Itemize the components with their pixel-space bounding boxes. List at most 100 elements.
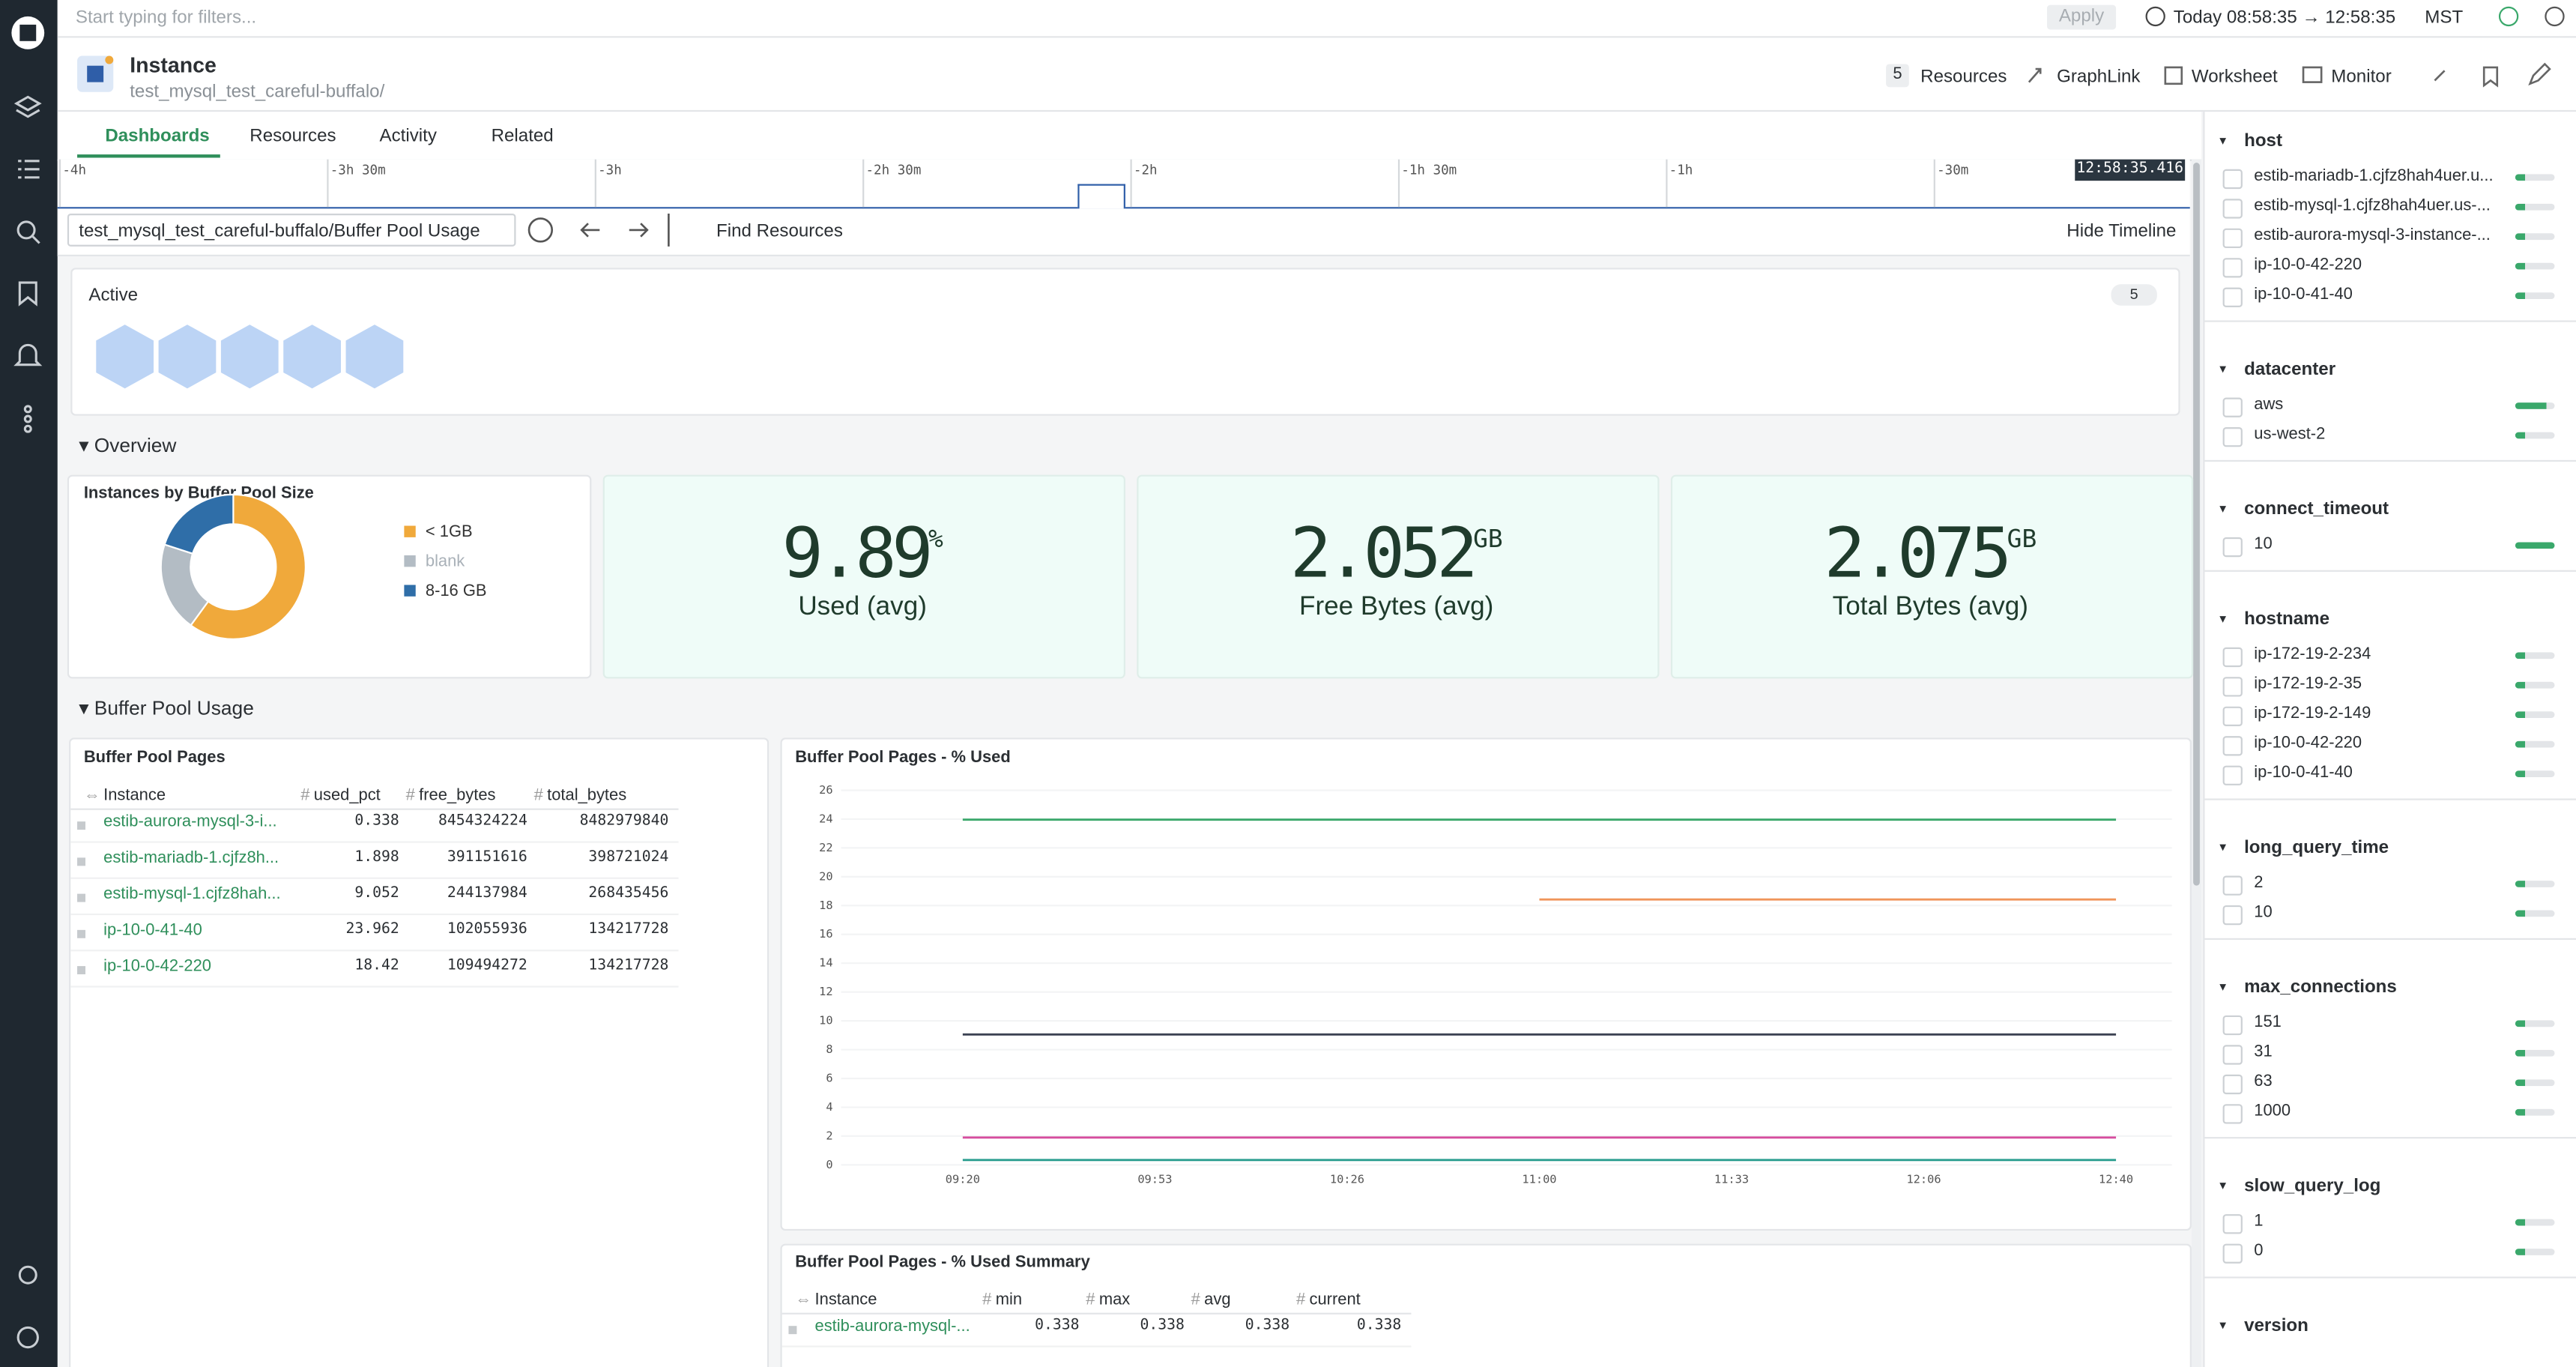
tab[interactable]: Activity (379, 126, 437, 147)
facet-value[interactable]: aws (2254, 396, 2284, 414)
facet-value[interactable]: 151 (2254, 1013, 2282, 1032)
instance-link[interactable]: ip-10-0-42-220 (103, 958, 211, 977)
facet-checkbox[interactable] (2222, 537, 2243, 558)
facet-checkbox[interactable] (2222, 1214, 2243, 1234)
tab[interactable]: Resources (250, 126, 336, 147)
facet-checkbox[interactable] (2222, 736, 2243, 756)
facet-checkbox[interactable] (2222, 1015, 2243, 1036)
instance-link[interactable]: estib-mariadb-1.cjfz8h... (103, 849, 279, 868)
facet-value[interactable]: ip-172-19-2-35 (2254, 675, 2362, 694)
facet-value[interactable]: ip-10-0-41-40 (2254, 286, 2353, 304)
facet-checkbox[interactable] (2222, 706, 2243, 726)
facet-checkbox[interactable] (2222, 647, 2243, 668)
facet-checkbox[interactable] (2222, 677, 2243, 697)
facet-value[interactable]: ip-10-0-42-220 (2254, 734, 2362, 753)
facet-checkbox[interactable] (2222, 228, 2243, 249)
facet-value[interactable]: 0 (2254, 1242, 2264, 1261)
section-overview[interactable]: ▾ Overview (79, 433, 177, 457)
header-title[interactable]: Instance (130, 52, 217, 78)
hexagon[interactable] (157, 322, 218, 390)
facet-checkbox[interactable] (2222, 905, 2243, 926)
facet-checkbox[interactable] (2222, 397, 2243, 417)
hexagon[interactable] (94, 322, 156, 390)
facet-checkbox[interactable] (2222, 1045, 2243, 1065)
facet-value[interactable]: estib-mysql-1.cjfz8hah4uer.us-... (2254, 197, 2491, 216)
facet-value[interactable]: ip-172-19-2-234 (2254, 645, 2371, 664)
facet-title[interactable]: connect_timeout (2244, 499, 2389, 519)
facet-checkbox[interactable] (2222, 765, 2243, 785)
settings-icon[interactable] (18, 1265, 37, 1285)
section-buffer-pool[interactable]: ▾ Buffer Pool Usage (79, 696, 254, 720)
bell-icon[interactable] (13, 343, 43, 366)
facet-checkbox[interactable] (2222, 287, 2243, 307)
facet-title[interactable]: host (2244, 131, 2283, 151)
search-icon[interactable] (16, 220, 36, 240)
timeline-selection[interactable] (1077, 184, 1125, 209)
instance-link[interactable]: ip-10-0-41-40 (103, 921, 202, 940)
back-button[interactable] (580, 223, 600, 238)
hexagon[interactable] (219, 322, 280, 390)
edit-button[interactable] (2528, 62, 2551, 86)
tab[interactable]: Dashboards (105, 126, 210, 147)
time-range[interactable]: Today 08:58:35 → 12:58:35 (2173, 7, 2396, 28)
facet-value[interactable]: us-west-2 (2254, 425, 2326, 444)
facet-value[interactable]: ip-172-19-2-149 (2254, 704, 2371, 723)
refresh-icon[interactable] (2545, 6, 2565, 27)
forward-button[interactable] (629, 223, 649, 238)
instance-link[interactable]: estib-aurora-mysql-3-i... (103, 813, 277, 832)
facet-checkbox[interactable] (2222, 199, 2243, 219)
tab[interactable]: Related (491, 126, 554, 147)
facet-checkbox[interactable] (2222, 169, 2243, 190)
more-button[interactable] (527, 217, 554, 243)
hexagon[interactable] (282, 322, 343, 390)
facet-value[interactable]: 10 (2254, 535, 2273, 554)
hide-timeline[interactable]: Hide Timeline (2066, 221, 2177, 242)
instance-link[interactable]: estib-mysql-1.cjfz8hah... (103, 885, 281, 904)
facet-value[interactable]: 10 (2254, 903, 2273, 922)
graphlink-icon[interactable] (2028, 67, 2042, 83)
active-filter[interactable]: Active (88, 286, 139, 306)
facet-value[interactable]: 2 (2254, 874, 2264, 893)
filter-input[interactable]: Start typing for filters... (75, 7, 257, 28)
monitor-action[interactable]: Monitor (2331, 67, 2392, 88)
facet-value[interactable]: 1 (2254, 1212, 2264, 1231)
bookmark-button[interactable] (2482, 66, 2499, 88)
facet-value[interactable]: estib-mariadb-1.cjfz8hah4uer.u... (2254, 167, 2494, 186)
facet-checkbox[interactable] (2222, 1243, 2243, 1264)
worksheet-icon[interactable] (2164, 66, 2183, 85)
facet-value[interactable]: 63 (2254, 1072, 2273, 1091)
find-resources[interactable]: Find Resources (716, 221, 843, 242)
facet-title[interactable]: long_query_time (2244, 838, 2389, 858)
facet-checkbox[interactable] (2222, 875, 2243, 896)
dashboard-select[interactable]: test_mysql_test_careful-buffalo/Buffer P… (67, 213, 516, 247)
facet-checkbox[interactable] (2222, 1104, 2243, 1124)
instance-link[interactable]: estib-aurora-mysql-... (814, 1318, 970, 1336)
hexagon[interactable] (344, 322, 405, 390)
monitor-icon[interactable] (2302, 66, 2323, 83)
facet-value[interactable]: 31 (2254, 1043, 2273, 1062)
apply-button[interactable]: Apply (2046, 4, 2117, 30)
facet-value[interactable]: 1000 (2254, 1102, 2291, 1121)
scrollbar[interactable] (2191, 159, 2202, 1367)
facet-checkbox[interactable] (2222, 426, 2243, 447)
facet-meter (2515, 740, 2555, 748)
resources-action[interactable]: Resources (1920, 67, 2007, 88)
facet-value[interactable]: ip-10-0-41-40 (2254, 764, 2353, 782)
layers-icon[interactable] (13, 95, 42, 118)
graphlink-action[interactable]: GraphLink (2057, 67, 2141, 88)
list-icon[interactable] (18, 160, 40, 179)
facet-checkbox[interactable] (2222, 1074, 2243, 1095)
bookmark-icon[interactable] (18, 281, 37, 307)
facet-value[interactable]: estib-aurora-mysql-3-instance-... (2254, 226, 2491, 245)
timezone[interactable]: MST (2425, 7, 2464, 28)
facet-title[interactable]: version (2244, 1316, 2309, 1336)
link-icon[interactable] (2434, 70, 2446, 82)
facet-title[interactable]: datacenter (2244, 360, 2336, 380)
facet-title[interactable]: hostname (2244, 609, 2330, 630)
facet-title[interactable]: max_connections (2244, 977, 2397, 998)
worksheet-action[interactable]: Worksheet (2191, 67, 2278, 88)
facet-title[interactable]: slow_query_log (2244, 1176, 2381, 1196)
facet-value[interactable]: ip-10-0-42-220 (2254, 256, 2362, 275)
facet-checkbox[interactable] (2222, 258, 2243, 278)
help-icon[interactable] (16, 1326, 39, 1349)
